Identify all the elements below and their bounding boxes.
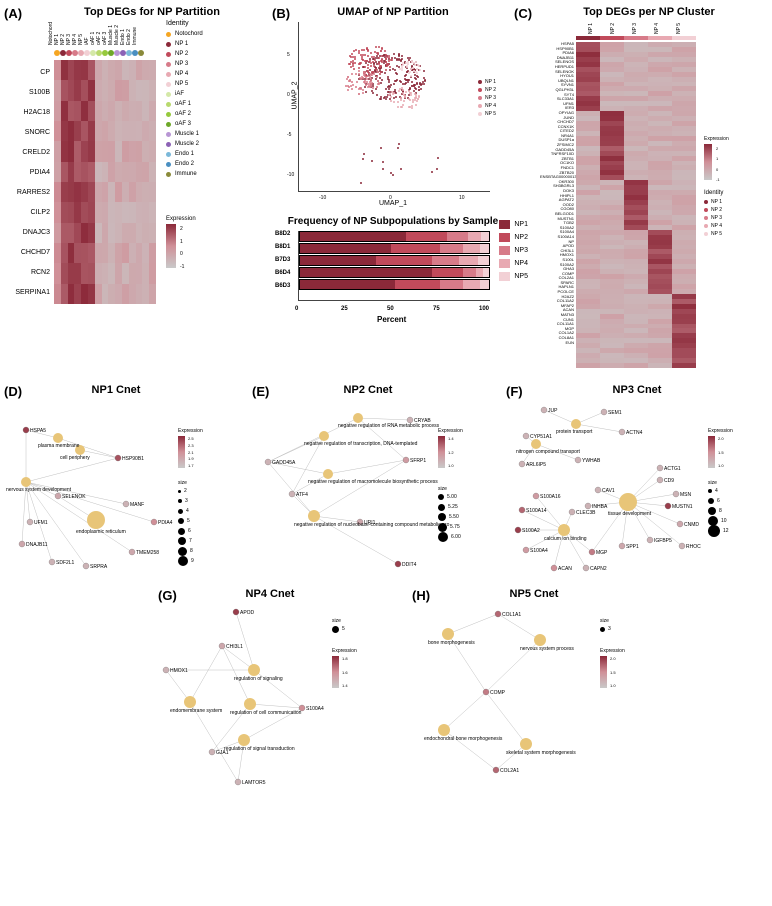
identity-legend-title: Identity — [166, 20, 203, 27]
expression-gradient — [166, 224, 176, 268]
panel-f-label: (F) — [506, 384, 523, 399]
panel-e-title: NP2 Cnet — [254, 384, 482, 396]
panel-a-label: (A) — [4, 6, 22, 21]
umap-plot: UMAP_2 UMAP_1 NP 1NP 2NP 3NP 4NP 5 -1001… — [298, 22, 490, 192]
panel-e-label: (E) — [252, 384, 269, 399]
panel-h-title: NP5 Cnet — [414, 588, 654, 600]
panel-d-cnet: (D) NP1 Cnet Expression 2.52.32.11.91.7 … — [6, 384, 226, 584]
panel-h-label: (H) — [412, 588, 430, 603]
panel-a-heatmap — [54, 60, 156, 304]
size-legend: size 4681012 — [708, 480, 729, 536]
umap-ylabel: UMAP_2 — [292, 81, 299, 109]
panel-c-col-bar — [576, 36, 696, 40]
panel-c-genes: HSPA5HSP90B1PDIA6DNAJB11SELENOSHERPUD1SE… — [540, 42, 574, 345]
legend-title: Expression — [438, 428, 463, 434]
expression-legend: Expression 2.01.51.0 — [600, 648, 625, 688]
expression-legend: Expression 1.81.61.4 — [332, 648, 357, 688]
panel-d-label: (D) — [4, 384, 22, 399]
size-legend: size 23456789 — [178, 480, 194, 566]
panel-f-title: NP3 Cnet — [508, 384, 766, 396]
panel-b-label: (B) — [272, 6, 290, 21]
legend-title: Expression — [178, 428, 203, 434]
panel-b: (B) UMAP of NP Partition UMAP_2 UMAP_1 N… — [276, 6, 510, 346]
legend-title: Expression — [332, 648, 357, 654]
panel-g-cnet: (G) NP4 Cnet Expression 1.81.61.4 size 5… — [160, 588, 380, 788]
panel-g-label: (G) — [158, 588, 177, 603]
umap-title: UMAP of NP Partition — [276, 6, 510, 18]
legend-title: Expression — [708, 428, 733, 434]
expression-legend-title: Expression — [166, 216, 196, 222]
panel-a-columns: NotochordNP 1NP 2NP 3NP 4NP 5iAFoAF 1oAF… — [54, 20, 144, 48]
panel-a: (A) Top DEGs for NP Partition NotochordN… — [6, 6, 274, 314]
expression-ticks: 210-1 — [180, 226, 184, 270]
panel-c-heatmap — [576, 42, 696, 368]
legend-title: Expression — [600, 648, 625, 654]
panel-c-label: (C) — [514, 6, 532, 21]
panel-a-rows: CPS100BH2AC18SNORCCRELD2PDIA4RARRES2CILP… — [10, 62, 50, 302]
freq-title: Frequency of NP Subpopulations by Sample — [276, 216, 510, 227]
identity-title: Identity — [704, 190, 723, 196]
umap-legend: NP 1NP 2NP 3NP 4NP 5 — [478, 78, 496, 118]
panel-c-identity-legend: Identity NP 1NP 2NP 3NP 4NP 5 — [704, 190, 723, 238]
legend-title: Expression — [704, 136, 729, 142]
panel-a-col-dots — [54, 50, 144, 56]
panel-e-cnet: (E) NP2 Cnet Expression 1.41.21.0 size 5… — [254, 384, 482, 584]
ticks: 210-1 — [716, 146, 720, 182]
panel-g-title: NP4 Cnet — [160, 588, 380, 600]
umap-xlabel: UMAP_1 — [379, 200, 407, 207]
panel-a-title: Top DEGs for NP Partition — [52, 6, 252, 18]
panel-f-cnet: (F) NP3 Cnet Expression 2.01.51.0 size 4… — [508, 384, 766, 584]
panel-a-expression-legend: Expression 210-1 — [166, 216, 196, 268]
panel-c: (C) Top DEGs per NP Cluster NP 1NP 2NP 3… — [514, 6, 766, 374]
expression-legend: Expression 2.01.51.0 — [708, 428, 733, 468]
size-legend: size 5.005.255.505.756.00 — [438, 486, 461, 542]
panel-c-expression-legend: Expression 210-1 — [704, 136, 729, 180]
panel-d-title: NP1 Cnet — [6, 384, 226, 396]
expression-legend: Expression 2.52.32.11.91.7 — [178, 428, 203, 468]
gradient — [704, 144, 712, 180]
expression-legend: Expression 1.41.21.0 — [438, 428, 463, 468]
cnet-svg — [160, 604, 330, 794]
panel-h-cnet: (H) NP5 Cnet Expression 2.01.51.0 size 3… — [414, 588, 654, 788]
freq-chart: B8D2B8D1B7D3B6D4B6D30255075100Percent — [298, 231, 490, 301]
size-legend: size 5 — [332, 618, 345, 634]
size-legend: size 3 — [600, 618, 611, 634]
panel-c-col-header: NP 1NP 2NP 3NP 4NP 5 — [580, 20, 690, 26]
panel-a-identity-legend: Identity NotochordNP 1NP 2NP 3NP 4NP 5iA… — [166, 20, 203, 179]
